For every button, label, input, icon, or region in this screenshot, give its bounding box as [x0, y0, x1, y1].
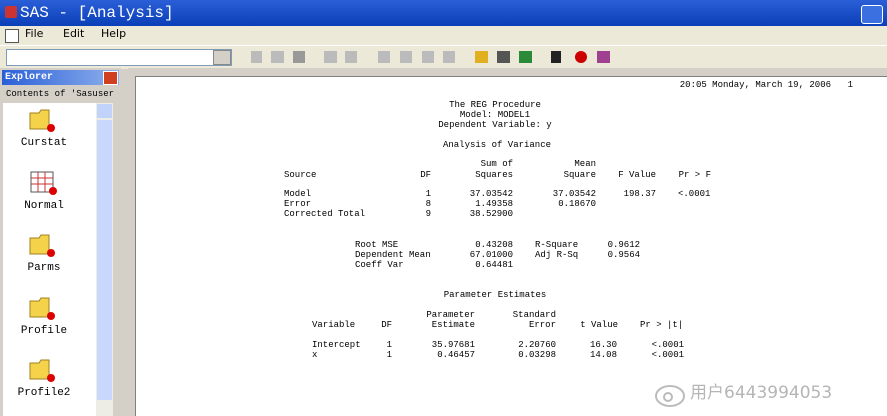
cell: x — [312, 350, 318, 360]
column-header: Variable — [312, 320, 356, 330]
heading: Model: MODEL1 — [459, 110, 531, 120]
explorer-title: Explorer — [5, 72, 54, 83]
command-box[interactable] — [6, 49, 232, 66]
column-header: Pr > |t| — [640, 320, 684, 330]
cell: 1.49358 — [475, 199, 513, 209]
cell: 67.01000 — [469, 250, 513, 260]
section-title: Parameter Estimates — [443, 290, 547, 300]
cell: Intercept — [312, 340, 361, 350]
item-icon[interactable] — [29, 232, 59, 258]
window-title: SAS - [Analysis] — [20, 4, 174, 22]
cell: 1 — [386, 350, 392, 360]
explorer-subtitle: Contents of 'Sasuser — [6, 89, 115, 99]
item-icon[interactable] — [29, 170, 59, 196]
cell: Coeff Var — [355, 260, 404, 270]
column-header: DF — [420, 170, 431, 180]
cell: <.0001 — [678, 189, 711, 199]
column-header: Standard — [512, 310, 556, 320]
cell: Model — [284, 189, 312, 199]
column-header: Mean — [574, 159, 596, 169]
column-header: Sum of — [480, 159, 513, 169]
column-header: Pr > F — [678, 170, 711, 180]
watermark: 用户6443994053 — [690, 383, 833, 403]
cell: 8 — [425, 199, 431, 209]
heading: The REG Procedure — [449, 100, 541, 110]
cell: 9 — [425, 209, 431, 219]
item-icon[interactable] — [29, 107, 59, 133]
cell: 0.46457 — [437, 350, 475, 360]
column-header: Squares — [475, 170, 513, 180]
column-header: DF — [381, 320, 392, 330]
cell: Dependent Mean — [355, 250, 431, 260]
cell: 2.20760 — [518, 340, 556, 350]
heading: Dependent Variable: y — [438, 120, 552, 130]
scroll-thumb[interactable] — [97, 120, 112, 400]
page-number: 1 — [847, 80, 853, 90]
cell: 14.08 — [589, 350, 617, 360]
cell: Corrected Total — [284, 209, 366, 219]
cell: Adj R-Sq — [535, 250, 579, 260]
menu-bar — [0, 26, 887, 45]
menu-item[interactable]: Help — [101, 27, 127, 40]
close-explorer[interactable] — [103, 71, 118, 85]
cell: 38.52900 — [469, 209, 513, 219]
cell: 37.03542 — [469, 189, 513, 199]
minimize-button[interactable] — [861, 5, 883, 24]
column-header: Error — [528, 320, 556, 330]
app-icon — [5, 6, 17, 18]
item-icon[interactable] — [29, 357, 59, 383]
toolbar-icons — [251, 51, 610, 63]
column-header: F Value — [618, 170, 656, 180]
cell: 1 — [386, 340, 392, 350]
cell: Error — [284, 199, 312, 209]
cell: 0.64481 — [475, 260, 513, 270]
scroll-up[interactable] — [97, 104, 112, 118]
cell: 0.03298 — [518, 350, 556, 360]
column-header: t Value — [580, 320, 618, 330]
explorer-header — [2, 70, 119, 85]
item-label[interactable]: Normal — [24, 199, 64, 212]
column-header: Parameter — [426, 310, 475, 320]
cell: 0.43208 — [475, 240, 513, 250]
cell: 0.9612 — [607, 240, 640, 250]
column-header: Square — [563, 170, 596, 180]
item-label[interactable]: Profile — [20, 324, 68, 337]
cell: R-Square — [535, 240, 579, 250]
section-title: Analysis of Variance — [442, 140, 552, 150]
cell: 1 — [425, 189, 431, 199]
cell: 37.03542 — [552, 189, 596, 199]
item-label[interactable]: Profile2 — [17, 387, 71, 399]
cell: 198.37 — [623, 189, 656, 199]
cell: 35.97681 — [431, 340, 475, 350]
cell: <.0001 — [651, 350, 684, 360]
cell: 0.9564 — [607, 250, 640, 260]
doc-icon — [5, 29, 19, 43]
menu-item[interactable]: Edit — [63, 27, 85, 40]
item-icon[interactable] — [29, 295, 59, 321]
title-bar — [0, 0, 887, 26]
cell: <.0001 — [651, 340, 684, 350]
dropdown-button[interactable] — [213, 50, 231, 65]
cell: Root MSE — [355, 240, 399, 250]
item-label[interactable]: Curstat — [20, 137, 68, 149]
output-window — [135, 76, 887, 416]
column-header: Source — [284, 170, 317, 180]
column-header: Estimate — [431, 320, 475, 330]
item-label[interactable]: Parms — [27, 262, 61, 274]
menu-item[interactable]: File — [25, 27, 44, 40]
cell: 16.30 — [589, 340, 617, 350]
timestamp: 20:05 Monday, March 19, 2006 — [679, 80, 831, 90]
cell: 0.18670 — [558, 199, 596, 209]
watermark-logo — [655, 385, 685, 407]
